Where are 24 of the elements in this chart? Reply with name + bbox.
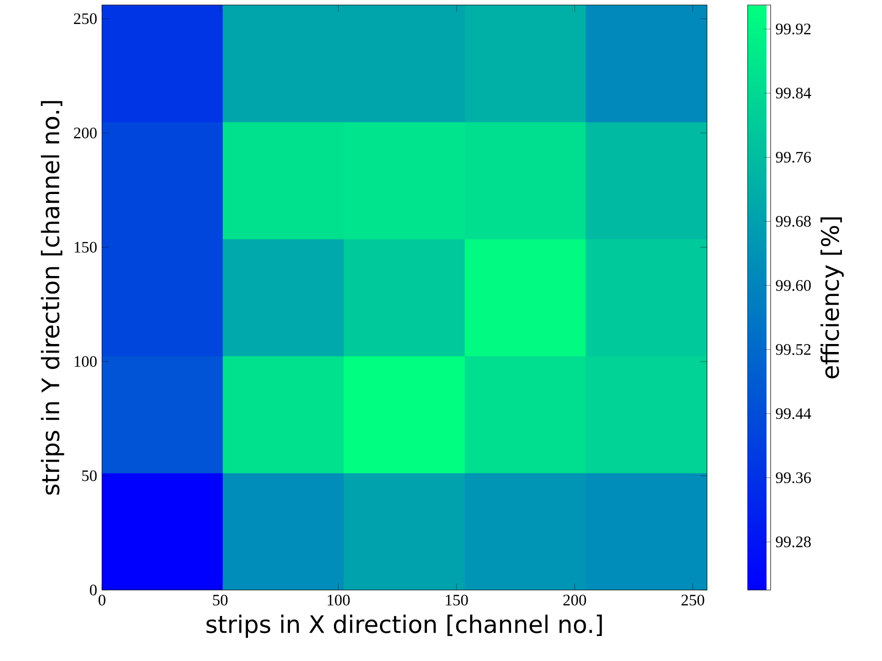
x-tick-label: 150 — [446, 594, 468, 606]
color-bar-label: 99.76 — [776, 152, 811, 163]
y-tick-label: 150 — [74, 242, 97, 253]
y-tick-label: 100 — [74, 356, 97, 367]
y-tick-label: 50 — [82, 470, 97, 482]
x-tick-label: 250 — [682, 594, 704, 606]
y-axis-title: strips in Y direction [channel no.] — [40, 101, 64, 495]
color-bar-label: 99.92 — [776, 24, 810, 34]
color-bar-label: 99.28 — [776, 536, 811, 548]
x-tick-label: 100 — [328, 594, 350, 606]
color-bar-label: 99.84 — [776, 88, 812, 99]
x-tick-label: 200 — [563, 594, 586, 606]
x-axis-title: strips in X direction [channel no.] — [206, 614, 602, 638]
color-bar-label: 99.68 — [776, 216, 811, 227]
color-bar-label: 99.52 — [776, 344, 810, 355]
y-tick-label: 0 — [90, 584, 97, 596]
color-bar-title: efficiency [%] — [820, 217, 844, 378]
x-tick-label: 0 — [98, 594, 106, 606]
color-bar-label: 99.60 — [776, 280, 811, 291]
y-tick-label: 250 — [74, 13, 97, 24]
x-tick-label: 50 — [213, 594, 228, 606]
color-bar-label: 99.36 — [776, 472, 811, 484]
color-bar-label: 99.44 — [776, 408, 812, 420]
y-tick-label: 200 — [74, 128, 97, 138]
